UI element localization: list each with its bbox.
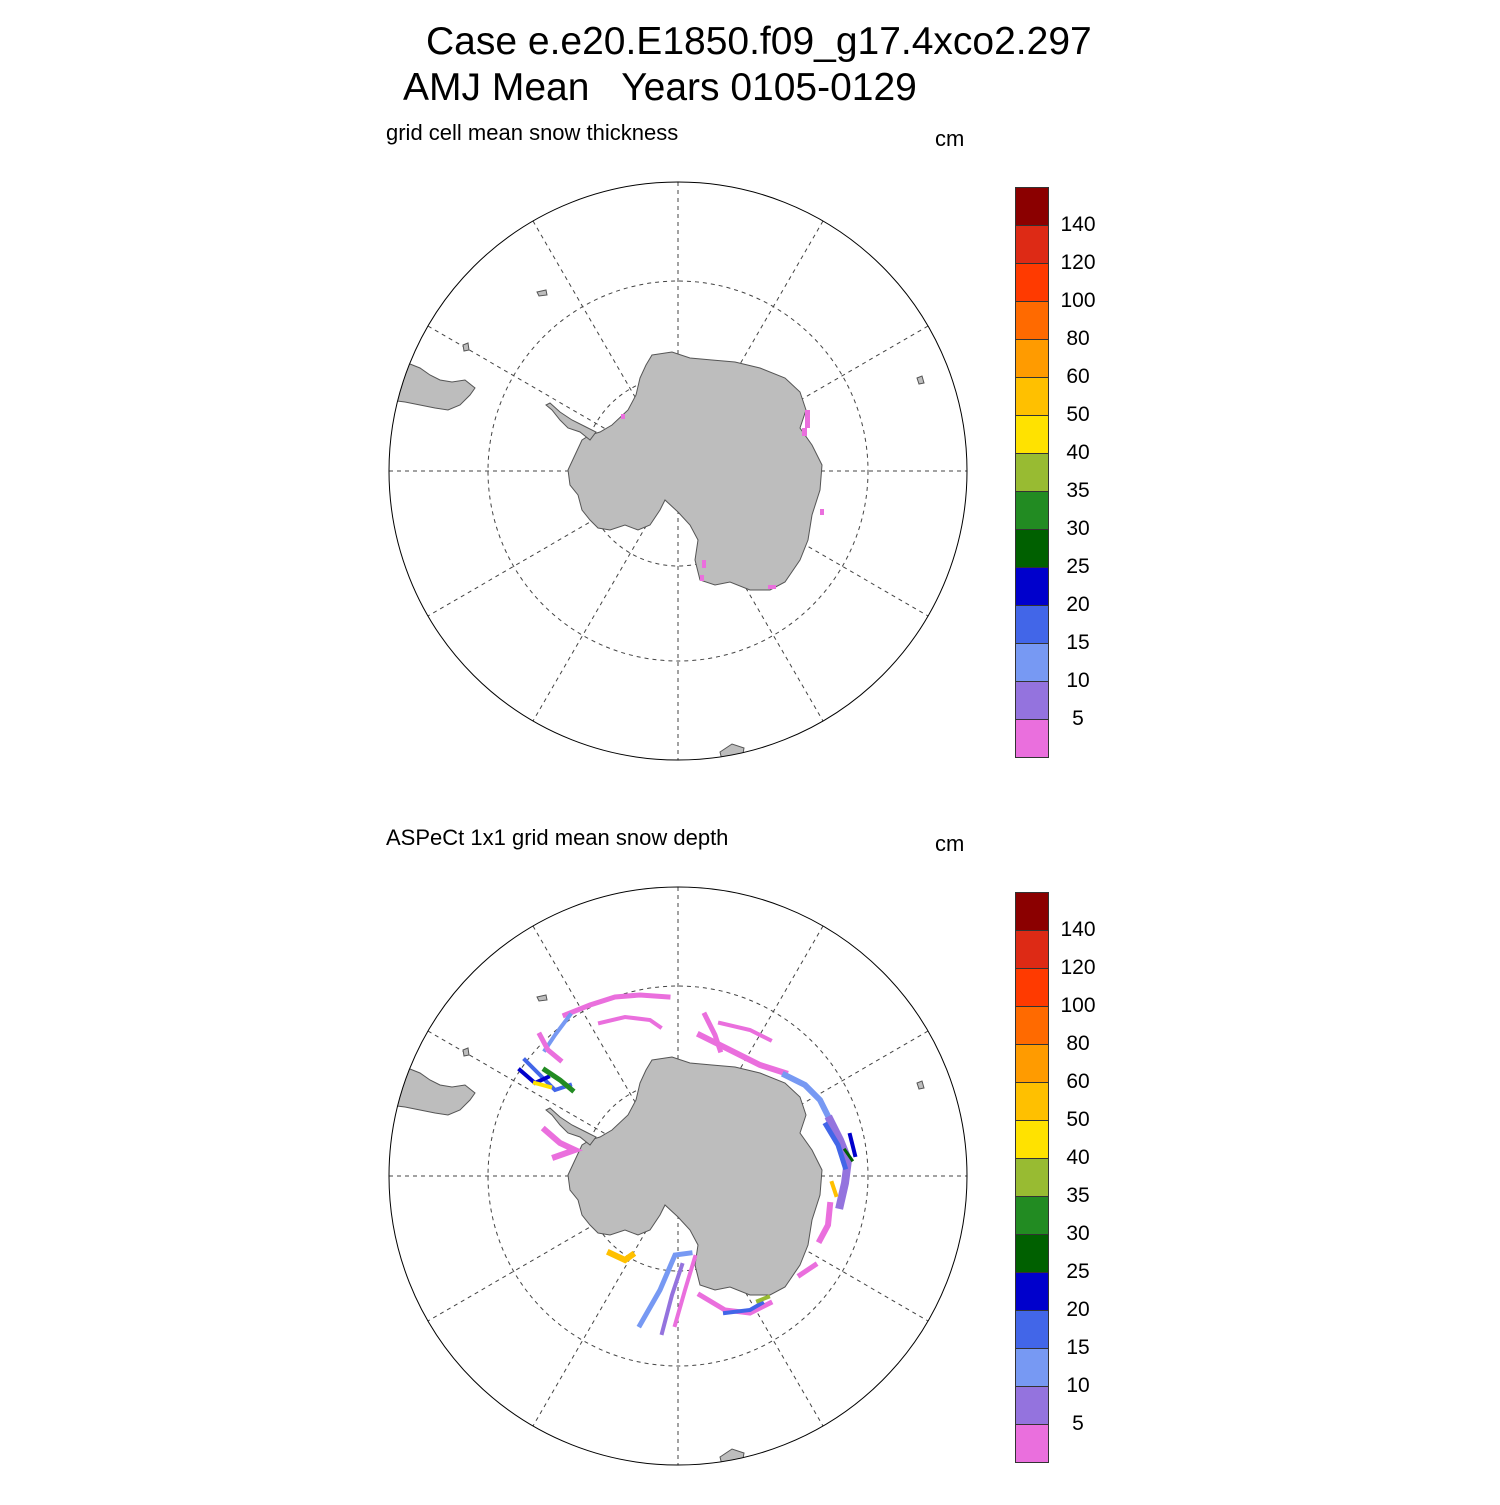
colorbar-tick-label: 80 (1066, 1032, 1090, 1055)
figure-title-line2: AMJ Mean Years 0105-0129 (403, 66, 917, 109)
colorbar-segment (1015, 605, 1049, 643)
colorbar-tick-label: 80 (1066, 327, 1090, 350)
colorbar-segment (1015, 1158, 1049, 1196)
colorbar-segment (1015, 567, 1049, 605)
colorbar-segment (1015, 1196, 1049, 1234)
colorbar-segment (1015, 1006, 1049, 1044)
map-boundary (388, 886, 968, 1466)
colorbar-segment (1015, 1272, 1049, 1310)
colorbar-tick-label: 120 (1060, 251, 1096, 274)
colorbar-segment (1015, 1120, 1049, 1158)
antarctica-landmass (567, 351, 823, 591)
colorbar-segment (1015, 1424, 1049, 1463)
colorbar-tick-label: 40 (1066, 441, 1090, 464)
colorbar-segment (1015, 892, 1049, 930)
colorbar-segment (1015, 263, 1049, 301)
colorbar-tick-label: 30 (1066, 1222, 1090, 1245)
colorbar-segment (1015, 968, 1049, 1006)
map-boundary (388, 181, 968, 761)
colorbar-segment (1015, 339, 1049, 377)
antarctic-peninsula (545, 1107, 597, 1146)
units-label: cm (935, 126, 965, 151)
island (916, 375, 925, 385)
figure-title-line1: Case e.e20.E1850.f09_g17.4xco2.297 (426, 20, 1092, 63)
antarctica-landmass (567, 1056, 823, 1296)
island (536, 289, 548, 297)
colorbar-segment (1015, 453, 1049, 491)
colorbar-tick-label: 35 (1066, 479, 1090, 502)
island (536, 994, 548, 1002)
colorbar-segment (1015, 1310, 1049, 1348)
units-label: cm (935, 831, 965, 856)
polar-map (388, 181, 968, 761)
colorbar (1015, 187, 1049, 758)
colorbar-tick-label: 20 (1066, 593, 1090, 616)
colorbar-tick-label: 15 (1066, 1336, 1090, 1359)
colorbar-tick-label: 50 (1066, 403, 1090, 426)
colorbar-tick-label: 10 (1066, 669, 1090, 692)
island (719, 1448, 745, 1465)
panel-aspect-snow: ASPeCt 1x1 grid mean snow depth cm (0, 705, 1500, 1466)
colorbar-segment (1015, 1082, 1049, 1120)
colorbar-tick-label: 100 (1060, 289, 1096, 312)
colorbar-segment (1015, 1044, 1049, 1082)
colorbar-tick-label: 15 (1066, 631, 1090, 654)
colorbar-tick-label: 35 (1066, 1184, 1090, 1207)
colorbar-segment (1015, 719, 1049, 758)
polar-map (388, 886, 968, 1466)
colorbar (1015, 892, 1049, 1463)
colorbar-segment (1015, 643, 1049, 681)
colorbar-tick-label: 5 (1072, 707, 1084, 730)
colorbar-tick-label: 60 (1066, 365, 1090, 388)
colorbar-segment (1015, 1348, 1049, 1386)
colorbar-segment (1015, 529, 1049, 567)
colorbar-segment (1015, 930, 1049, 968)
colorbar-segment (1015, 301, 1049, 339)
island (462, 1047, 470, 1057)
colorbar-segment (1015, 187, 1049, 225)
panel-label: grid cell mean snow thickness (386, 120, 679, 145)
colorbar-tick-label: 120 (1060, 956, 1096, 979)
colorbar-tick-label: 60 (1066, 1070, 1090, 1093)
colorbar-segment (1015, 1386, 1049, 1424)
colorbar-tick-label: 50 (1066, 1108, 1090, 1131)
colorbar-tick-label: 140 (1060, 918, 1096, 941)
colorbar-segment (1015, 225, 1049, 263)
colorbar-tick-label: 25 (1066, 1260, 1090, 1283)
island (916, 1080, 925, 1090)
antarctic-peninsula (545, 402, 597, 441)
colorbar-segment (1015, 377, 1049, 415)
colorbar-segment (1015, 1234, 1049, 1272)
colorbar-segment (1015, 491, 1049, 529)
colorbar-tick-label: 40 (1066, 1146, 1090, 1169)
colorbar-tick-label: 5 (1072, 1412, 1084, 1435)
colorbar-tick-label: 20 (1066, 1298, 1090, 1321)
south-america (389, 359, 476, 411)
colorbar-tick-label: 25 (1066, 555, 1090, 578)
panel-model-snow: grid cell mean snow thickness cm (0, 0, 1500, 761)
south-america (389, 1064, 476, 1116)
snow-cells (621, 410, 824, 589)
island (462, 342, 470, 352)
colorbar-segment (1015, 681, 1049, 719)
observation-tracks (517, 992, 858, 1336)
colorbar-tick-label: 10 (1066, 1374, 1090, 1397)
panel-label: ASPeCt 1x1 grid mean snow depth (386, 825, 729, 850)
colorbar-segment (1015, 415, 1049, 453)
colorbar-tick-label: 30 (1066, 517, 1090, 540)
colorbar-tick-label: 100 (1060, 994, 1096, 1017)
colorbar-tick-label: 140 (1060, 213, 1096, 236)
